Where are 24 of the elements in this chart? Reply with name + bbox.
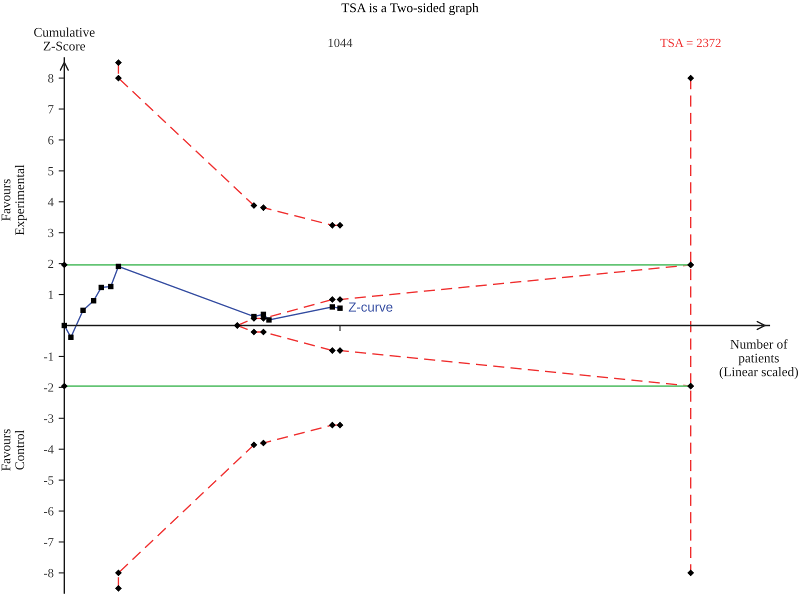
- y-tick-label: 4: [48, 198, 54, 206]
- text: Favours Experimental: [2, 164, 27, 236]
- y-tick-label: 3: [48, 228, 54, 238]
- y-tick-label: 1: [48, 290, 54, 299]
- chart-title: TSA is a Two-sided graph: [342, 3, 479, 15]
- series-label: Z-curve: [348, 302, 392, 312]
- x-tick-label: TSA = 2372: [660, 38, 721, 48]
- y-tick-label: -7: [44, 538, 54, 546]
- y-axis-title: Cumulative Z-Score: [34, 27, 95, 51]
- y-tick-label: -1: [44, 352, 54, 361]
- y-tick-label: -4: [44, 445, 54, 454]
- y-tick-label: -6: [44, 507, 54, 516]
- y-tick-label: 6: [48, 136, 54, 144]
- y-tick-label: 8: [48, 74, 54, 83]
- y-tick-label: -3: [44, 414, 54, 423]
- y-tick-label: 7: [48, 105, 54, 114]
- y-tick-label: -8: [44, 568, 54, 578]
- x-axis-title: Number of patients (Linear scaled): [720, 339, 798, 379]
- y-tick-label: -2: [44, 383, 54, 392]
- x-tick-label: 1044: [328, 38, 352, 48]
- y-tick-label: -5: [44, 476, 54, 485]
- text: Favours Control: [2, 429, 24, 471]
- y-tick-label: 2: [48, 260, 54, 268]
- y-tick-label: 5: [48, 167, 54, 176]
